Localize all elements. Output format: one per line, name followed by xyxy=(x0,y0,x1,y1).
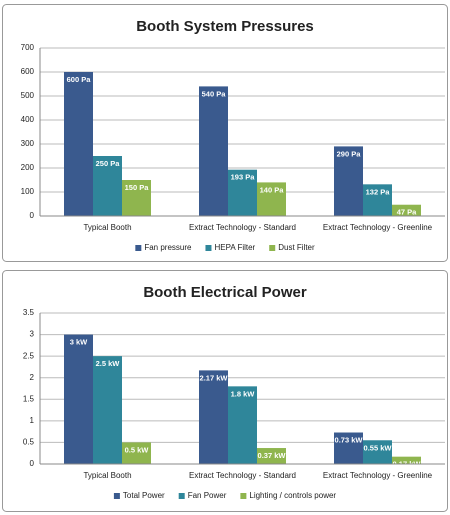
x-tick-label: Extract Technology - Greenline xyxy=(323,223,433,232)
y-tick-label: 300 xyxy=(21,139,35,148)
value-label: 250 Pa xyxy=(96,159,121,168)
y-tick-label: 200 xyxy=(21,163,35,172)
y-tick-label: 0 xyxy=(30,459,35,468)
value-label: 150 Pa xyxy=(125,183,150,192)
value-label: 540 Pa xyxy=(202,89,227,98)
value-label: 140 Pa xyxy=(260,185,285,194)
bar xyxy=(257,182,286,216)
value-label: 0.37 kW xyxy=(258,451,287,460)
bar xyxy=(334,432,363,464)
legend-label: Dust Filter xyxy=(278,243,315,252)
value-label: 132 Pa xyxy=(366,187,391,196)
value-label: 290 Pa xyxy=(337,149,362,158)
x-tick-label: Extract Technology - Standard xyxy=(189,223,296,232)
bar xyxy=(228,169,257,216)
legend-label: Fan pressure xyxy=(144,243,192,252)
bar xyxy=(257,448,286,464)
bar xyxy=(392,204,421,216)
y-tick-label: 2.5 xyxy=(23,351,35,360)
value-label: 1.8 kW xyxy=(231,389,256,398)
y-tick-label: 3.5 xyxy=(23,308,35,317)
y-tick-label: 3 xyxy=(30,330,35,339)
value-label: 47 Pa xyxy=(397,208,417,217)
y-tick-label: 0.5 xyxy=(23,438,35,447)
legend-label: Lighting / controls power xyxy=(249,491,336,500)
bar xyxy=(228,386,257,464)
y-tick-label: 400 xyxy=(21,115,35,124)
y-tick-label: 1.5 xyxy=(23,394,35,403)
legend-swatch xyxy=(178,493,185,499)
y-tick-label: 700 xyxy=(21,43,35,52)
chart-title: Booth System Pressures xyxy=(136,18,314,35)
legend-label: Fan Power xyxy=(188,491,227,500)
value-label: 2.5 kW xyxy=(96,359,121,368)
y-tick-label: 600 xyxy=(21,67,35,76)
bar xyxy=(363,184,392,216)
value-label: 0.73 kW xyxy=(335,435,364,444)
legend-swatch xyxy=(113,493,120,499)
bar xyxy=(392,456,421,464)
x-tick-label: Extract Technology - Greenline xyxy=(323,471,433,480)
y-tick-label: 1 xyxy=(30,416,35,425)
bar xyxy=(93,356,122,464)
y-tick-label: 500 xyxy=(21,91,35,100)
x-tick-label: Typical Booth xyxy=(83,223,131,232)
legend-swatch xyxy=(135,245,142,251)
bar xyxy=(64,72,93,216)
value-label: 600 Pa xyxy=(67,75,92,84)
value-label: 3 kW xyxy=(70,338,88,347)
bar xyxy=(199,86,228,217)
legend-swatch xyxy=(205,245,212,251)
bar xyxy=(122,442,151,464)
value-label: 0.5 kW xyxy=(125,445,150,454)
legend-swatch xyxy=(269,245,276,251)
y-tick-label: 0 xyxy=(30,211,35,220)
legend-swatch xyxy=(240,493,247,499)
legend-label: HEPA Filter xyxy=(214,243,255,252)
bar xyxy=(64,334,93,464)
bar xyxy=(334,146,363,216)
legend-label: Total Power xyxy=(123,491,165,500)
chart-title: Booth Electrical Power xyxy=(143,284,307,301)
x-tick-label: Typical Booth xyxy=(83,471,131,480)
value-label: 2.17 kW xyxy=(200,373,229,382)
bar xyxy=(199,370,228,464)
bar xyxy=(122,180,151,216)
bar xyxy=(363,440,392,464)
value-label: 193 Pa xyxy=(231,173,256,182)
x-tick-label: Extract Technology - Standard xyxy=(189,471,296,480)
bar xyxy=(93,156,122,216)
y-tick-label: 2 xyxy=(30,373,35,382)
y-tick-label: 100 xyxy=(21,187,35,196)
value-label: 0.55 kW xyxy=(364,443,393,452)
